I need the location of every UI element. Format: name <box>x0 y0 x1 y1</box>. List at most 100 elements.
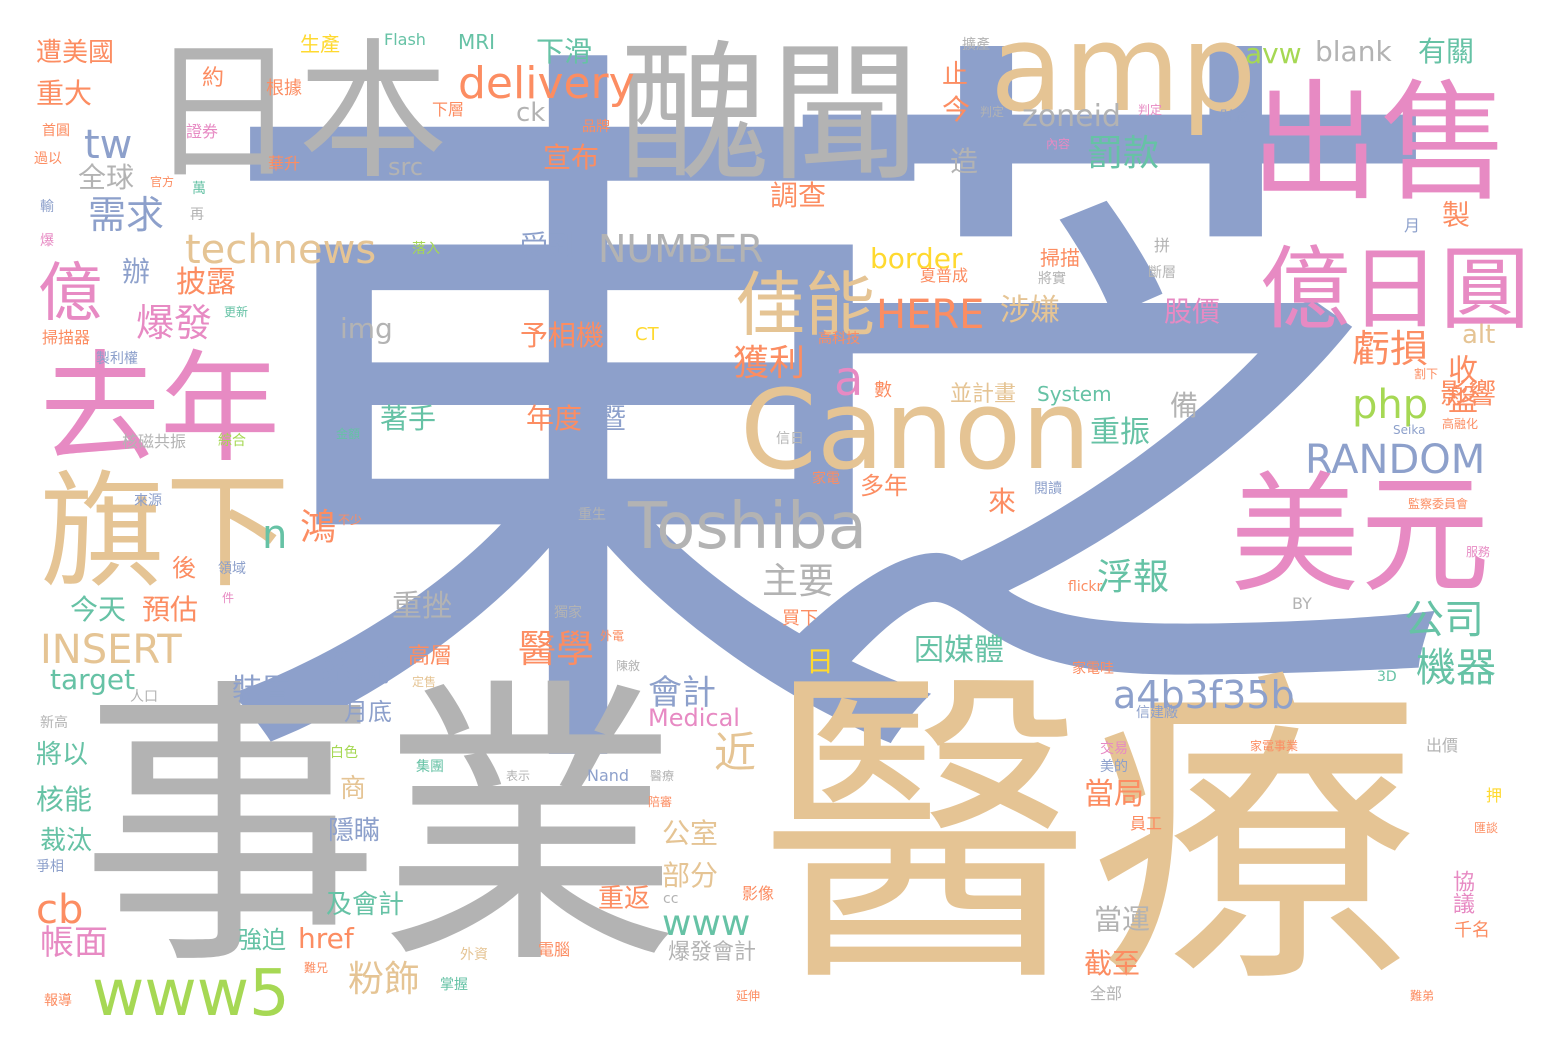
word: 著手 <box>380 402 437 435</box>
word: cb <box>36 887 84 933</box>
word: flickr <box>1068 579 1103 595</box>
word: Medical <box>648 704 740 732</box>
word: 將實 <box>1038 271 1066 287</box>
word: 醜聞 <box>620 28 921 202</box>
word: 佳能 <box>735 264 875 346</box>
word: 外資 <box>460 947 488 963</box>
word: 斷層 <box>1148 265 1176 281</box>
word: php <box>1352 382 1429 428</box>
word: 截至 <box>1084 947 1141 980</box>
word: 核磁共振 <box>122 432 187 451</box>
word: 強迫 <box>238 926 286 954</box>
word: 高科技 <box>818 331 860 347</box>
word: 事業 <box>80 655 680 1004</box>
word: 公室 <box>662 817 719 850</box>
word: 交易 <box>1100 741 1128 757</box>
word: 金額 <box>336 427 361 441</box>
word: 日 <box>806 645 835 678</box>
word: a4b3f35b <box>1113 673 1295 717</box>
word: Flash <box>384 30 426 49</box>
word: 電腦 <box>538 940 571 959</box>
word: 判定 <box>1138 103 1163 117</box>
word: 信日 <box>776 431 804 447</box>
word: 來 <box>988 485 1017 518</box>
word: src <box>388 153 424 181</box>
word: BY <box>1292 594 1312 613</box>
word: 重生 <box>578 507 606 523</box>
word: 爆 <box>40 233 54 249</box>
word: zoneid <box>1022 99 1121 134</box>
word: 閱讀 <box>1034 481 1062 497</box>
word: 收盤 <box>1442 354 1477 414</box>
word: 件 <box>222 591 235 605</box>
word: 多年 <box>860 472 908 500</box>
word: MRI <box>458 30 496 54</box>
word: 報導 <box>44 993 72 1009</box>
word: 調查 <box>770 179 827 212</box>
word: 全部 <box>1090 984 1123 1003</box>
word: www5 <box>92 957 290 1031</box>
word: 備 <box>1170 389 1199 422</box>
word: technews <box>185 227 377 273</box>
word: 來源 <box>134 493 162 509</box>
word: 集團 <box>416 759 444 775</box>
word: 落入 <box>412 241 440 257</box>
word: 裁汰 <box>40 826 93 856</box>
word: tw <box>84 122 133 168</box>
word: 近 <box>714 728 757 777</box>
word: 芝 <box>760 0 1460 800</box>
word: 核能 <box>36 783 93 816</box>
word: 匯談 <box>1474 821 1499 835</box>
word: 商 <box>340 774 367 804</box>
word: 重振 <box>1090 415 1150 450</box>
word: 月底 <box>344 698 392 726</box>
word: 予相機 <box>520 319 605 352</box>
word: 爆發會計 <box>668 940 757 965</box>
word: 表示 <box>506 769 531 783</box>
word: 判定 <box>980 105 1005 119</box>
word: 當局 <box>1084 777 1144 812</box>
word: 億 <box>38 257 102 331</box>
word: 遭美國 <box>36 38 115 68</box>
word: delivery <box>458 58 635 109</box>
word: href <box>298 922 354 955</box>
word: 機器 <box>1416 645 1496 691</box>
word: 後 <box>172 554 196 582</box>
word: 官方 <box>150 175 175 189</box>
word: 出售 <box>1250 67 1511 219</box>
word: avw <box>1245 37 1302 70</box>
word: 月 <box>1404 216 1421 235</box>
word: 數 <box>874 380 892 401</box>
word: 財務 <box>1220 109 1248 125</box>
word: 當運 <box>1094 903 1151 936</box>
word: Seika <box>1393 423 1426 437</box>
word: 協議 <box>1449 870 1474 914</box>
word: HERE <box>876 292 985 338</box>
word: 披露 <box>176 265 236 300</box>
word: 再 <box>190 207 204 223</box>
word: 輸 <box>40 199 54 215</box>
word: 品牌 <box>582 119 610 135</box>
word: 不少 <box>338 513 363 527</box>
word: Canon <box>740 366 1091 494</box>
word: 定售 <box>412 675 437 689</box>
word: 信建廠 <box>1136 705 1178 721</box>
word: 出價 <box>1426 736 1459 755</box>
word: 重返 <box>598 884 651 914</box>
word: 年度 <box>526 402 583 435</box>
word: 預估 <box>142 593 199 626</box>
word: RANDOM <box>1305 437 1486 483</box>
word: 今天 <box>70 593 127 626</box>
word: border <box>870 242 963 275</box>
word: 爆發 <box>136 301 213 345</box>
word: 難兄 <box>304 961 329 975</box>
word: 美元 <box>1230 459 1491 611</box>
word: a <box>834 351 864 407</box>
word: 過以 <box>34 151 62 167</box>
word: 旗下 <box>40 460 290 605</box>
word: Toshiba <box>628 490 867 564</box>
word: 東 <box>200 0 960 873</box>
word: 服務 <box>1466 545 1491 559</box>
word: 白色 <box>330 745 358 761</box>
